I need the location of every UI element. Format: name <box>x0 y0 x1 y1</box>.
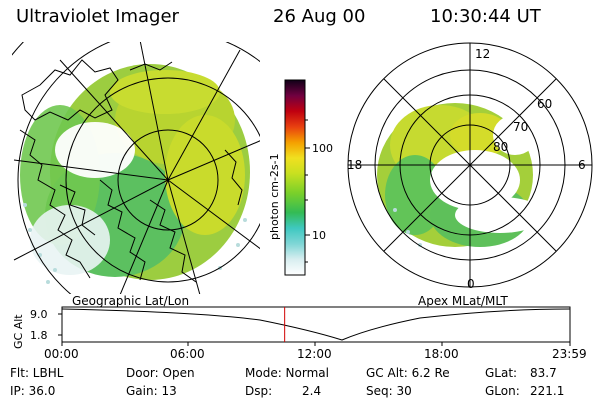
right-map-caption: Apex MLat/MLT <box>418 294 508 308</box>
alt-ylabel: GC Alt <box>12 314 25 349</box>
altitude-plot: 9.0 1.8 GC Alt <box>12 306 571 349</box>
date-label: 26 Aug 00 <box>273 6 366 27</box>
time-label: 10:30:44 UT <box>430 6 541 27</box>
colorbar: 100 10 photon cm-2s-1 <box>268 79 333 276</box>
time-tick-0000: 00:00 <box>44 347 79 361</box>
gcalt-info: GC Alt: 6.2 Re <box>366 366 450 380</box>
geographic-map <box>12 42 260 294</box>
instrument-title: Ultraviolet Imager <box>16 6 179 27</box>
gain-info: Gain: 13 <box>126 384 177 398</box>
time-tick-0600: 06:00 <box>170 347 205 361</box>
left-map-caption: Geographic Lat/Lon <box>72 294 190 308</box>
glat-value: 83.7 <box>530 366 557 380</box>
glon-label: GLon: <box>485 384 520 398</box>
mode-info: Mode: Normal <box>245 366 329 380</box>
dsp-value: 2.4 <box>302 384 322 398</box>
mlat-label-70: 70 <box>513 120 528 134</box>
mlt-label-6: 6 <box>578 158 586 172</box>
filter-info: Flt: LBHL <box>10 366 64 380</box>
glon-value: 221.1 <box>530 384 565 398</box>
time-tick-2359: 23:59 <box>552 347 587 361</box>
glat-label: GLat: <box>485 366 518 380</box>
mlt-label-0: 0 <box>467 277 475 291</box>
time-tick-1800: 18:00 <box>424 347 459 361</box>
dsp-label: Dsp: <box>245 384 273 398</box>
mlat-label-60: 60 <box>537 97 552 111</box>
door-info: Door: Open <box>126 366 195 380</box>
colorbar-tick-10: 10 <box>312 229 326 242</box>
mlat-label-80: 80 <box>493 140 508 154</box>
time-tick-1200: 12:00 <box>297 347 332 361</box>
colorbar-unit-label: photon cm-2s-1 <box>268 153 281 240</box>
alt-tick-1.8: 1.8 <box>30 329 48 342</box>
seq-info: Seq: 30 <box>366 384 412 398</box>
mlt-label-18: 18 <box>347 158 362 172</box>
ip-info: IP: 36.0 <box>10 384 56 398</box>
alt-tick-9: 9.0 <box>30 308 48 321</box>
magnetic-map: 12 18 6 0 60 70 80 <box>347 42 593 291</box>
mlt-label-12: 12 <box>475 47 490 61</box>
colorbar-tick-100: 100 <box>312 142 333 155</box>
